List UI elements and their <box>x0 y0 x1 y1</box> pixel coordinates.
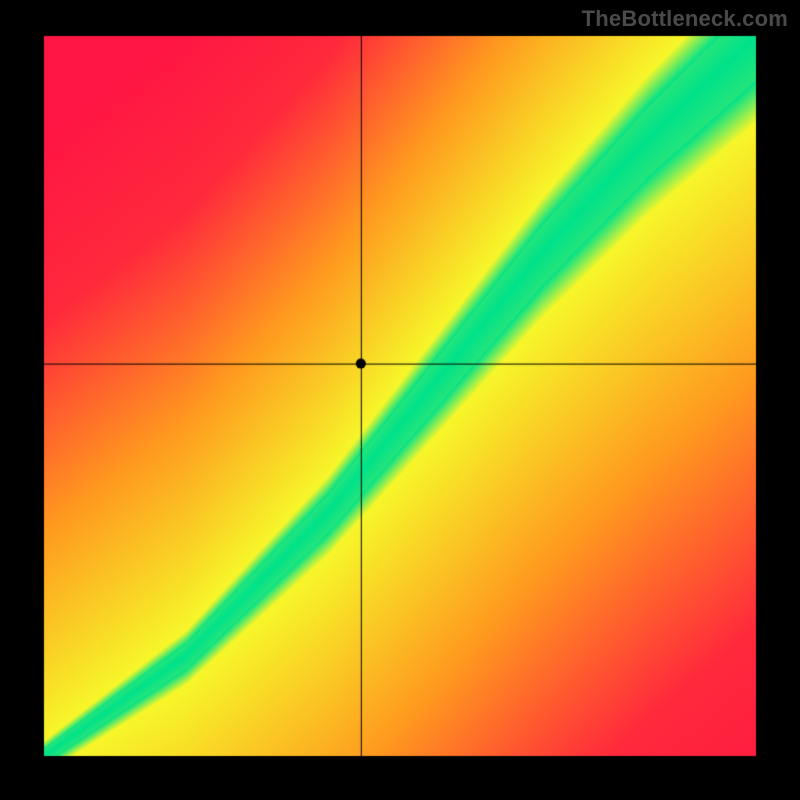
heatmap-canvas <box>0 0 800 800</box>
chart-container: TheBottleneck.com <box>0 0 800 800</box>
watermark-label: TheBottleneck.com <box>582 6 788 32</box>
